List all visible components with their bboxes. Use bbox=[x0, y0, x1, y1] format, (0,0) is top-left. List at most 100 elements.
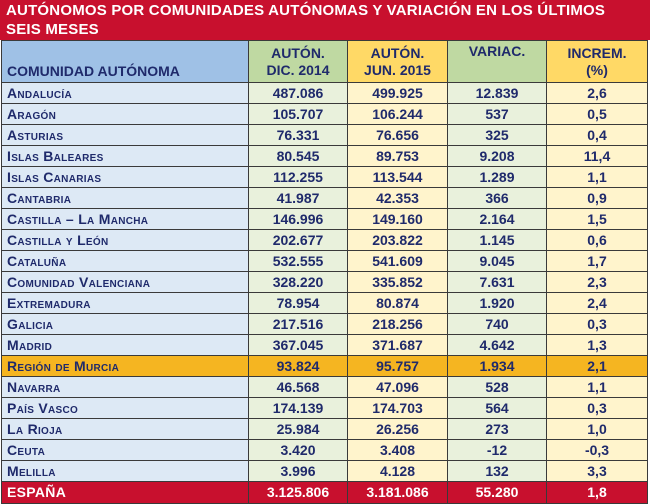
cell-variacion: 1.920 bbox=[447, 292, 547, 314]
cell-dic-2014: 78.954 bbox=[248, 292, 348, 314]
cell-variacion: 528 bbox=[447, 376, 547, 398]
cell-jun-2015: 89.753 bbox=[347, 145, 448, 167]
cell-variacion: 325 bbox=[447, 124, 547, 146]
cell-region: Galicia bbox=[1, 313, 249, 335]
table-row: Madrid 367.045 371.687 4.642 1,3 bbox=[1, 334, 648, 356]
cell-dic-2014: 146.996 bbox=[248, 208, 348, 230]
cell-region: Región de Murcia bbox=[1, 355, 249, 377]
cell-jun-2015: 4.128 bbox=[347, 460, 448, 482]
header-dic-line1: AUTÓN. bbox=[271, 44, 325, 61]
cell-region: Asturias bbox=[1, 124, 249, 146]
cell-dic-2014: 46.568 bbox=[248, 376, 348, 398]
total-jun: 3.181.086 bbox=[347, 481, 448, 504]
cell-jun-2015: 26.256 bbox=[347, 418, 448, 440]
header-dic-2014: AUTÓN. DIC. 2014 bbox=[248, 40, 348, 83]
cell-dic-2014: 202.677 bbox=[248, 229, 348, 251]
cell-region: Comunidad Valenciana bbox=[1, 271, 249, 293]
header-incremento: INCREM. (%) bbox=[546, 40, 648, 83]
cell-incremento: 0,3 bbox=[546, 397, 648, 419]
table-row: Extremadura 78.954 80.874 1.920 2,4 bbox=[1, 292, 648, 314]
cell-incremento: 2,3 bbox=[546, 271, 648, 293]
cell-dic-2014: 80.545 bbox=[248, 145, 348, 167]
cell-jun-2015: 42.353 bbox=[347, 187, 448, 209]
cell-variacion: 132 bbox=[447, 460, 547, 482]
cell-variacion: 9.045 bbox=[447, 250, 547, 272]
total-inc: 1,8 bbox=[546, 481, 648, 504]
cell-jun-2015: 80.874 bbox=[347, 292, 448, 314]
header-jun-line2: JUN. 2015 bbox=[364, 61, 431, 78]
header-row: COMUNIDAD AUTÓNOMA AUTÓN. DIC. 2014 AUTÓN… bbox=[1, 40, 648, 83]
total-var: 55.280 bbox=[447, 481, 547, 504]
cell-region: Ceuta bbox=[1, 439, 249, 461]
table-row: Melilla 3.996 4.128 132 3,3 bbox=[1, 460, 648, 482]
cell-region: Castilla – La Mancha bbox=[1, 208, 249, 230]
table-row: Navarra 46.568 47.096 528 1,1 bbox=[1, 376, 648, 398]
cell-region: Navarra bbox=[1, 376, 249, 398]
cell-dic-2014: 105.707 bbox=[248, 103, 348, 125]
table-row: Castilla – La Mancha 146.996 149.160 2.164 1… bbox=[1, 208, 648, 230]
cell-region: Andalucía bbox=[1, 82, 249, 104]
cell-variacion: 2.164 bbox=[447, 208, 547, 230]
table-row: Castilla y León 202.677 203.822 1.145 0,6 bbox=[1, 229, 648, 251]
cell-incremento: 0,6 bbox=[546, 229, 648, 251]
cell-jun-2015: 76.656 bbox=[347, 124, 448, 146]
cell-incremento: 1,3 bbox=[546, 334, 648, 356]
cell-variacion: 740 bbox=[447, 313, 547, 335]
cell-jun-2015: 541.609 bbox=[347, 250, 448, 272]
cell-variacion: 4.642 bbox=[447, 334, 547, 356]
cell-region: Cataluña bbox=[1, 250, 249, 272]
cell-jun-2015: 218.256 bbox=[347, 313, 448, 335]
cell-incremento: 2,1 bbox=[546, 355, 648, 377]
cell-incremento: 11,4 bbox=[546, 145, 648, 167]
table-row: Cantabria 41.987 42.353 366 0,9 bbox=[1, 187, 648, 209]
cell-variacion: 12.839 bbox=[447, 82, 547, 104]
total-region: ESPAÑA bbox=[1, 481, 249, 504]
cell-incremento: 0,5 bbox=[546, 103, 648, 125]
cell-incremento: 0,4 bbox=[546, 124, 648, 146]
header-region: COMUNIDAD AUTÓNOMA bbox=[1, 40, 249, 83]
header-inc-line2: (%) bbox=[586, 61, 608, 78]
table-row: Aragón 105.707 106.244 537 0,5 bbox=[1, 103, 648, 125]
table-body: Andalucía 487.086 499.925 12.839 2,6 Aragón 10… bbox=[1, 82, 648, 504]
cell-dic-2014: 217.516 bbox=[248, 313, 348, 335]
cell-variacion: 1.934 bbox=[447, 355, 547, 377]
cell-incremento: 2,4 bbox=[546, 292, 648, 314]
cell-jun-2015: 371.687 bbox=[347, 334, 448, 356]
cell-variacion: 273 bbox=[447, 418, 547, 440]
cell-jun-2015: 95.757 bbox=[347, 355, 448, 377]
cell-incremento: 2,6 bbox=[546, 82, 648, 104]
cell-jun-2015: 174.703 bbox=[347, 397, 448, 419]
cell-region: Islas Baleares bbox=[1, 145, 249, 167]
table-header: COMUNIDAD AUTÓNOMA AUTÓN. DIC. 2014 AUTÓN… bbox=[1, 40, 648, 83]
total-dic: 3.125.806 bbox=[248, 481, 348, 504]
cell-region: La Rioja bbox=[1, 418, 249, 440]
cell-region: País Vasco bbox=[1, 397, 249, 419]
cell-variacion: 1.289 bbox=[447, 166, 547, 188]
cell-incremento: 1,1 bbox=[546, 376, 648, 398]
cell-jun-2015: 3.408 bbox=[347, 439, 448, 461]
cell-dic-2014: 25.984 bbox=[248, 418, 348, 440]
cell-jun-2015: 47.096 bbox=[347, 376, 448, 398]
cell-incremento: 0,9 bbox=[546, 187, 648, 209]
cell-incremento: -0,3 bbox=[546, 439, 648, 461]
table-row: La Rioja 25.984 26.256 273 1,0 bbox=[1, 418, 648, 440]
cell-region: Melilla bbox=[1, 460, 249, 482]
total-row: ESPAÑA 3.125.806 3.181.086 55.280 1,8 bbox=[1, 481, 648, 504]
table-row: Ceuta 3.420 3.408 -12 -0,3 bbox=[1, 439, 648, 461]
table-row: Asturias 76.331 76.656 325 0,4 bbox=[1, 124, 648, 146]
cell-jun-2015: 106.244 bbox=[347, 103, 448, 125]
cell-incremento: 0,3 bbox=[546, 313, 648, 335]
table-row: Islas Baleares 80.545 89.753 9.208 11,4 bbox=[1, 145, 648, 167]
cell-jun-2015: 113.544 bbox=[347, 166, 448, 188]
cell-dic-2014: 328.220 bbox=[248, 271, 348, 293]
cell-dic-2014: 532.555 bbox=[248, 250, 348, 272]
table-row: Galicia 217.516 218.256 740 0,3 bbox=[1, 313, 648, 335]
cell-variacion: 564 bbox=[447, 397, 547, 419]
table-title: AUTÓNOMOS POR COMUNIDADES AUTÓNOMAS Y VA… bbox=[0, 0, 650, 40]
cell-variacion: 9.208 bbox=[447, 145, 547, 167]
cell-region: Cantabria bbox=[1, 187, 249, 209]
cell-dic-2014: 3.996 bbox=[248, 460, 348, 482]
cell-jun-2015: 203.822 bbox=[347, 229, 448, 251]
table-row: Andalucía 487.086 499.925 12.839 2,6 bbox=[1, 82, 648, 104]
cell-variacion: 1.145 bbox=[447, 229, 547, 251]
